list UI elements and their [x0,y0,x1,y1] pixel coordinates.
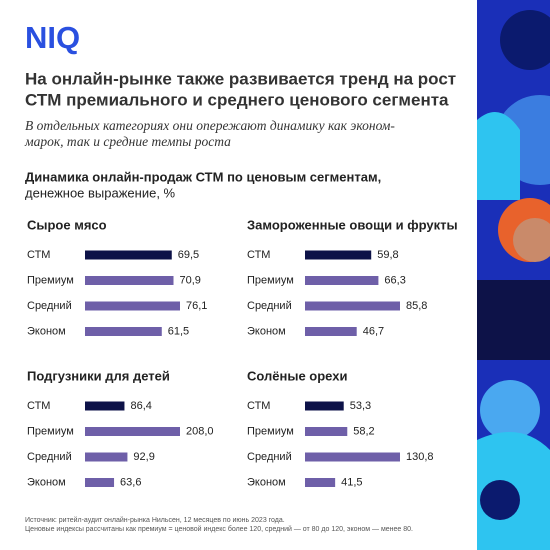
value-label: 69,5 [178,249,199,261]
value-label: 63,6 [120,476,141,488]
bar [305,452,400,462]
category-label: СТМ [247,400,270,412]
section-heading: денежное выражение, % [25,185,176,200]
figure [500,10,550,70]
bar [305,478,336,487]
bar [85,401,125,411]
bar [85,478,115,487]
source: Ценовые индексы рассчитаны как премиум =… [25,525,413,533]
title: СТМ премиального и среднего ценового сег… [25,90,449,109]
value-label: 86,4 [130,400,151,412]
category-label: Средний [27,451,72,463]
category-label: Эконом [27,476,66,488]
value-label: 41,5 [341,476,362,488]
value-label: 208,0 [186,425,214,437]
value-label: 46,7 [363,325,384,337]
title: На онлайн-рынке также развивается тренд … [25,69,456,88]
bar [85,276,174,285]
figure [513,218,550,262]
category-label: Премиум [27,274,74,286]
value-label: 92,9 [133,451,154,463]
chart-title: Солёные орехи [247,368,347,383]
value-label: 58,2 [353,425,374,437]
category-label: Средний [247,300,292,312]
value-label: 85,8 [406,300,427,312]
figure [480,480,520,520]
value-label: 76,1 [186,300,207,312]
category-label: Премиум [247,274,294,286]
logo: NIQ [25,20,80,55]
value-label: 53,3 [350,400,371,412]
bar [85,427,180,436]
bar [85,301,180,311]
chart-title: Сырое мясо [27,217,107,232]
category-label: СТМ [27,400,50,412]
bar [85,452,128,462]
bar [305,301,400,311]
value-label: 59,8 [377,249,398,261]
value-label: 66,3 [384,274,405,286]
figure [477,112,520,200]
bar [305,250,372,260]
bar [305,401,344,411]
value-label: 61,5 [168,325,189,337]
category-label: Средний [27,300,72,312]
category-label: СТМ [247,249,270,261]
figure [480,380,540,440]
subtitle: марок, так и средние темпы роста [24,134,231,149]
category-label: Эконом [247,476,286,488]
bar [305,276,379,285]
category-label: Премиум [27,425,74,437]
value-label: 130,8 [406,451,434,463]
bar [305,327,357,336]
value-label: 70,9 [180,274,201,286]
chart-title: Подгузники для детей [27,368,170,383]
chart-title: Замороженные овощи и фрукты [247,217,458,232]
bar [85,250,172,260]
category-label: Эконом [27,325,66,337]
category-label: Эконом [247,325,286,337]
figure [477,280,550,360]
illustration [477,0,550,550]
subtitle: В отдельных категориях они опережают дин… [25,118,395,133]
category-label: Премиум [247,425,294,437]
section-heading: Динамика онлайн-продаж СТМ по ценовым се… [25,169,381,184]
bar [85,327,162,336]
bar [305,427,348,436]
category-label: СТМ [27,249,50,261]
source: Источник: ритейл-аудит онлайн-рынка Ниль… [25,516,285,524]
category-label: Средний [247,451,292,463]
